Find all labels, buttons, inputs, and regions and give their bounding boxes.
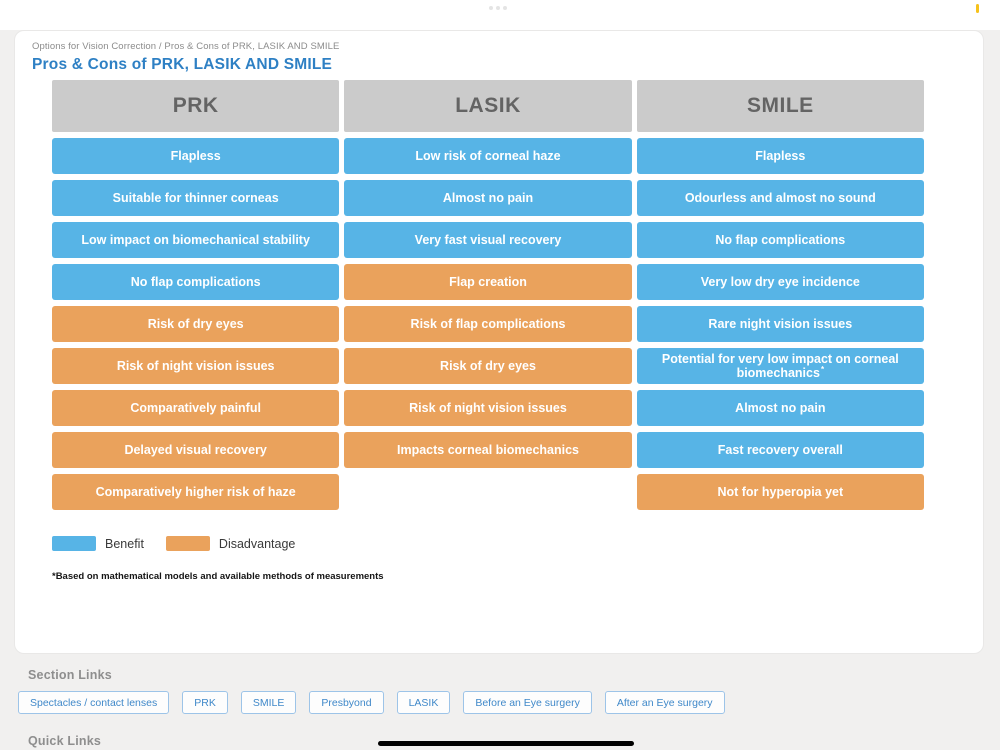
page-title: Pros & Cons of PRK, LASIK AND SMILE (32, 56, 333, 73)
column-header: LASIK (344, 80, 632, 132)
section-links-row: Spectacles / contact lenses PRK SMILE Presb… (18, 691, 725, 714)
legend-label: Benefit (105, 536, 144, 551)
legend-label: Disadvantage (218, 536, 296, 551)
table-cell: Flapless (636, 138, 924, 174)
legend-item: Benefit (52, 536, 144, 551)
section-link-before-an-eye-surgery[interactable]: Before an Eye surgery (463, 691, 592, 714)
table-cell: Very low dry eye incidence (636, 264, 924, 300)
status-bar (0, 0, 1000, 30)
legend-swatch-disadvantage (165, 536, 210, 551)
table-cell: Risk of flap complications (344, 306, 632, 342)
table-cell: Low risk of corneal haze (344, 138, 632, 174)
legend-swatch-benefit (52, 536, 96, 551)
status-bar-accent-icon (976, 4, 979, 13)
column-header: PRK (52, 80, 340, 132)
section-link-prk[interactable]: PRK (182, 691, 228, 714)
quick-links-heading: Quick Links (28, 734, 102, 748)
legend-item: Disadvantage (165, 536, 296, 551)
section-link-after-an-eye-surgery[interactable]: After an Eye surgery (604, 691, 725, 714)
table-cell: Almost no pain (344, 180, 632, 216)
table-cell: Almost no pain (636, 390, 924, 426)
table-cell: Rare night vision issues (636, 306, 924, 342)
table-cell: Impacts corneal biomechanics (344, 432, 632, 468)
multitask-indicator-icon[interactable] (489, 6, 507, 10)
footnote: *Based on mathematical models and availa… (52, 571, 384, 582)
table-cell: Delayed visual recovery (52, 432, 340, 468)
column-header: SMILE (636, 80, 924, 132)
table-cell: Fast recovery overall (636, 432, 924, 468)
table-cell: Risk of dry eyes (52, 306, 340, 342)
table-cell: Risk of night vision issues (52, 348, 340, 384)
table-cell: No flap complications (52, 264, 340, 300)
table-column-lasik: LASIK Low risk of corneal haze Almost no p… (344, 80, 632, 510)
table-cell: Suitable for thinner corneas (52, 180, 340, 216)
table-cell: Comparatively higher risk of haze (52, 474, 340, 510)
section-link-smile[interactable]: SMILE (240, 691, 297, 714)
table-cell: Comparatively painful (52, 390, 340, 426)
section-link-presbyond[interactable]: Presbyond (309, 691, 384, 714)
table-column-smile: SMILE Flapless Odourless and almost no sou… (636, 80, 924, 510)
table-cell: Risk of night vision issues (344, 390, 632, 426)
breadcrumb[interactable]: Options for Vision Correction / Pros & C… (32, 41, 340, 52)
section-link-spectacles-contact-lenses[interactable]: Spectacles / contact lenses (18, 691, 170, 714)
section-links-heading: Section Links (28, 668, 112, 682)
table-cell: Potential for very low impact on corneal… (636, 348, 924, 384)
table-cell: Odourless and almost no sound (636, 180, 924, 216)
table-column-prk: PRK Flapless Suitable for thinner corneas L… (52, 80, 340, 510)
table-cell: Not for hyperopia yet (636, 474, 924, 510)
table-cell: No flap complications (636, 222, 924, 258)
legend: Benefit Disadvantage (52, 536, 295, 551)
section-link-lasik[interactable]: LASIK (396, 691, 451, 714)
table-cell: Low impact on biomechanical stability (52, 222, 340, 258)
table-cell: Flapless (52, 138, 340, 174)
table-cell: Flap creation (344, 264, 632, 300)
comparison-table: PRK Flapless Suitable for thinner corneas L… (52, 80, 924, 510)
table-cell: Very fast visual recovery (344, 222, 632, 258)
table-cell: Risk of dry eyes (344, 348, 632, 384)
home-indicator-handle[interactable] (378, 741, 634, 746)
